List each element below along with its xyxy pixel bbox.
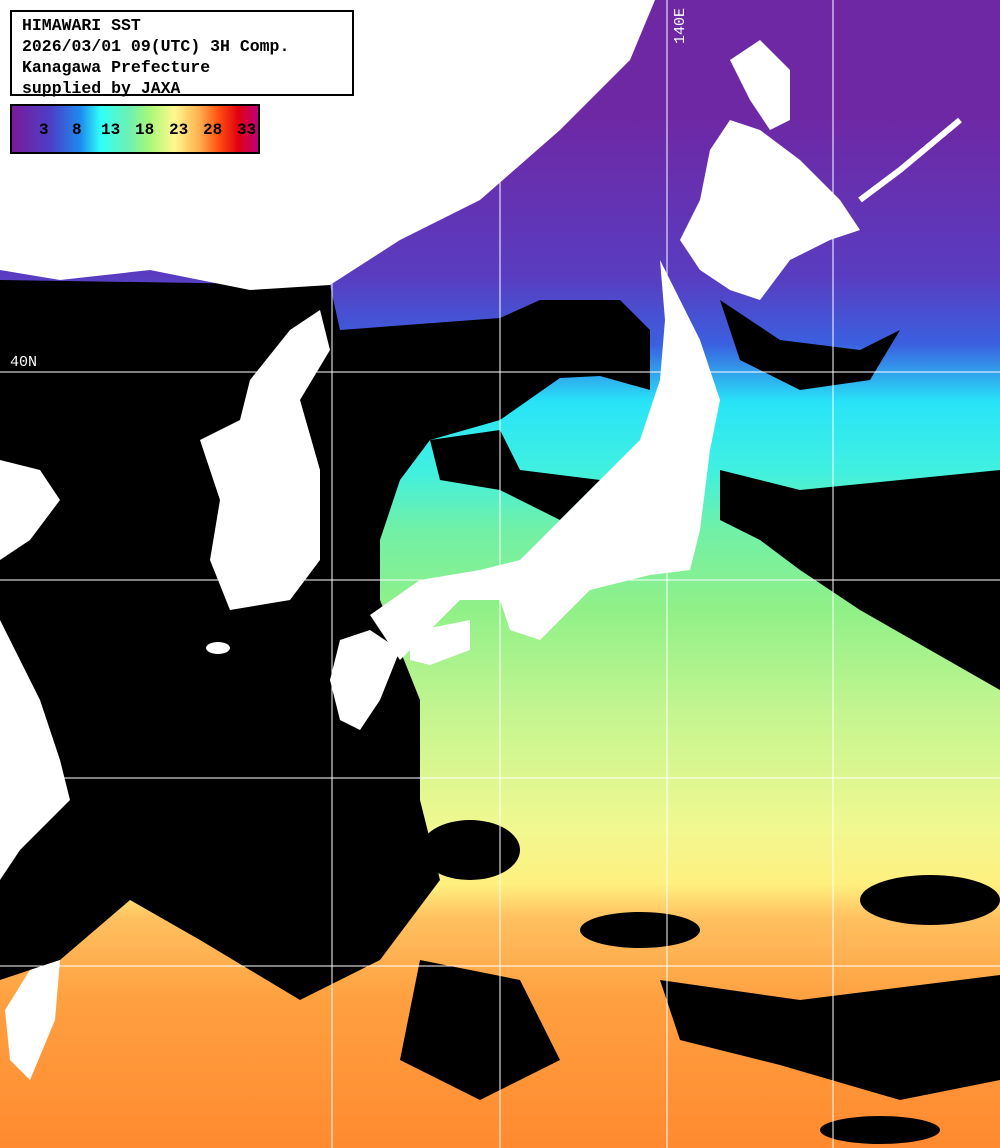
cloud-streak bbox=[580, 912, 700, 948]
date-line: 2026/03/01 09(UTC) 3H Comp. bbox=[22, 37, 290, 56]
cloud-streak bbox=[420, 820, 520, 880]
organization-line: Kanagawa Prefecture bbox=[22, 58, 211, 77]
colorbar-tick: 8 bbox=[72, 121, 82, 139]
colorbar-tick: 13 bbox=[101, 121, 121, 139]
cloud-northeast bbox=[720, 300, 900, 390]
credit-line: supplied by JAXA bbox=[22, 79, 181, 98]
land-jeju bbox=[206, 642, 230, 654]
cloud-streak bbox=[820, 1116, 940, 1144]
colorbar-tick: 3 bbox=[39, 121, 49, 139]
land-sakhalin bbox=[730, 40, 790, 130]
land-hokkaido bbox=[680, 120, 860, 300]
cloud-streak bbox=[860, 875, 1000, 925]
lat-label-40n: 40N bbox=[10, 354, 37, 371]
cloud-west bbox=[0, 280, 650, 1000]
cloud-south-west bbox=[400, 960, 560, 1100]
land-china-north bbox=[0, 460, 60, 560]
land-honshu bbox=[370, 260, 720, 660]
title-box: HIMAWARI SST 2026/03/01 09(UTC) 3H Comp.… bbox=[10, 10, 354, 98]
colorbar: 3 8 13 18 23 28 33 bbox=[10, 104, 260, 154]
land-korea bbox=[200, 310, 330, 610]
colorbar-tick: 28 bbox=[203, 121, 223, 139]
title-line: HIMAWARI SST bbox=[22, 16, 141, 35]
colorbar-tick: 33 bbox=[237, 121, 257, 139]
cloud-south-band bbox=[660, 975, 1000, 1100]
lat-label-30n: 30N bbox=[10, 761, 37, 778]
cloud-japan-sea bbox=[430, 430, 600, 520]
land-taiwan bbox=[5, 960, 60, 1080]
lon-label-140e: 140E bbox=[672, 8, 689, 44]
land-kuril bbox=[858, 117, 962, 203]
land-shikoku bbox=[410, 620, 470, 665]
colorbar-tick: 23 bbox=[169, 121, 189, 139]
land-china-south bbox=[0, 620, 70, 880]
land-kyushu bbox=[330, 630, 400, 730]
colorbar-tick: 18 bbox=[135, 121, 155, 139]
